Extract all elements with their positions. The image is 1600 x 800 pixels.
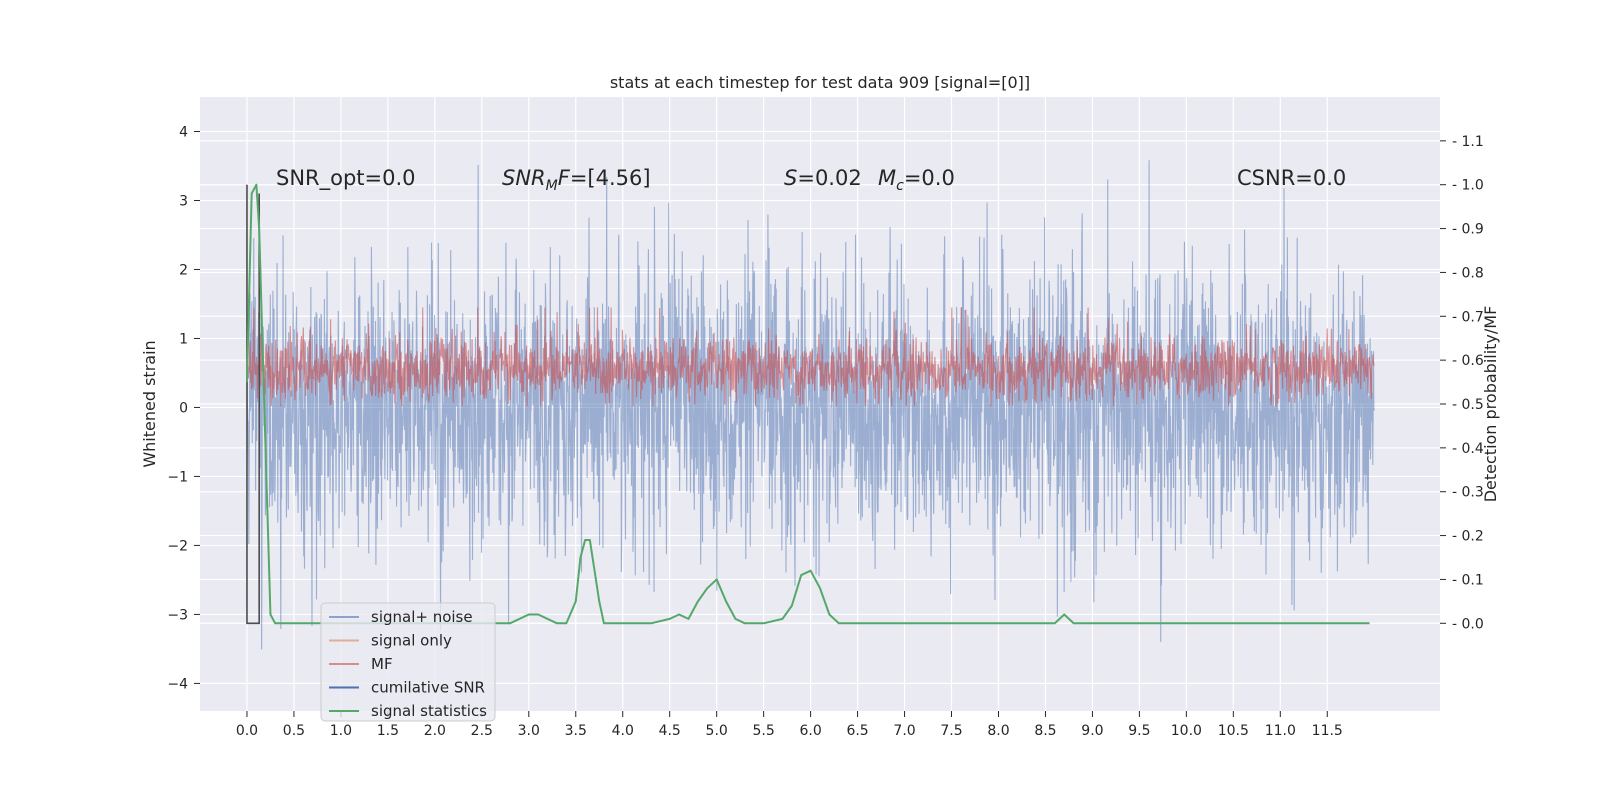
y-axis-label: Whitened strain [140,340,159,467]
legend-label: signal statistics [371,702,487,720]
annotations: SNR_opt=0.0 SNRMF=[4.56] S=0.02 Mc=0.0 CSNR=… [276,166,1346,194]
x-tick-label: 2.5 [471,723,493,739]
y-tick-label-right: - 0.6 [1452,353,1484,369]
legend-label: MF [371,655,393,673]
y-tick-label-right: - 0.0 [1452,616,1484,632]
x-tick-label: 11.5 [1312,723,1343,739]
x-tick-label: 9.0 [1081,723,1103,739]
x-tick-label: 10.5 [1218,723,1249,739]
x-tick-label: 0.5 [283,723,305,739]
x-tick-label: 1.0 [330,723,352,739]
y-tick-label-right: - 1.0 [1452,178,1484,194]
y-tick-label-left: −1 [167,469,188,485]
legend-label: cumilative SNR [371,679,485,697]
annotation-snr-opt: SNR_opt=0.0 [276,166,416,191]
y-tick-label-left: 4 [179,124,188,140]
x-tick-label: 4.0 [612,723,634,739]
y-tick-label-right: - 0.2 [1452,529,1484,545]
y-tick-label-right: - 0.7 [1452,309,1484,325]
y-tick-label-left: 3 [179,193,188,209]
y-tick-label-left: 0 [179,400,188,416]
x-tick-label: 7.5 [940,723,962,739]
y-tick-label-left: −4 [167,676,188,692]
annotation-csnr: CSNR=0.0 [1237,166,1346,190]
y-tick-label-right: - 0.5 [1452,397,1484,413]
x-tick-label: 6.0 [799,723,821,739]
y-tick-label-right: - 0.8 [1452,265,1484,281]
x-tick-label: 5.5 [753,723,775,739]
y-tick-label-right: - 1.1 [1452,134,1484,150]
x-tick-label: 6.5 [846,723,868,739]
y-tick-label-right: - 0.9 [1452,222,1484,238]
series-cumulative-snr [246,184,260,625]
annotation-snr-mf: SNRMF=[4.56] [502,166,651,194]
x-tick-label: 5.0 [706,723,728,739]
x-tick-label: 4.5 [659,723,681,739]
legend-label: signal only [371,632,452,650]
y-tick-label-left: −3 [167,607,188,623]
x-tick-label: 9.5 [1128,723,1150,739]
y-tick-label-left: 1 [179,331,188,347]
x-tick-label: 8.5 [1034,723,1056,739]
y-tick-label-left: 2 [179,262,188,278]
series-mf [246,307,1375,407]
x-tick-label: 0.0 [236,723,258,739]
x-tick-label: 7.0 [893,723,915,739]
legend-label: signal+ noise [371,608,473,626]
y-tick-label-right: - 0.3 [1452,485,1484,501]
x-tick-label: 10.0 [1171,723,1202,739]
x-tick-label: 8.0 [987,723,1009,739]
y-tick-label-right: - 0.4 [1452,441,1484,457]
x-tick-label: 11.0 [1265,723,1296,739]
x-tick-label: 3.0 [518,723,540,739]
y-tick-label-left: −2 [167,538,188,554]
y-axis-label-right: Detection probability/MF [1481,306,1500,503]
legend: signal+ noise signal only MF cumilative SNR… [320,602,496,722]
annotation-s: S=0.02 [784,166,862,190]
annotation-mc: Mc=0.0 [878,166,955,194]
x-tick-label: 2.0 [424,723,446,739]
x-tick-label: 1.5 [377,723,399,739]
chart-title: stats at each timestep for test data 909… [610,73,1030,92]
legend-box [320,602,496,722]
x-tick-label: 3.5 [565,723,587,739]
y-tick-label-right: - 0.1 [1452,572,1484,588]
series-signal-noise [246,160,1375,650]
